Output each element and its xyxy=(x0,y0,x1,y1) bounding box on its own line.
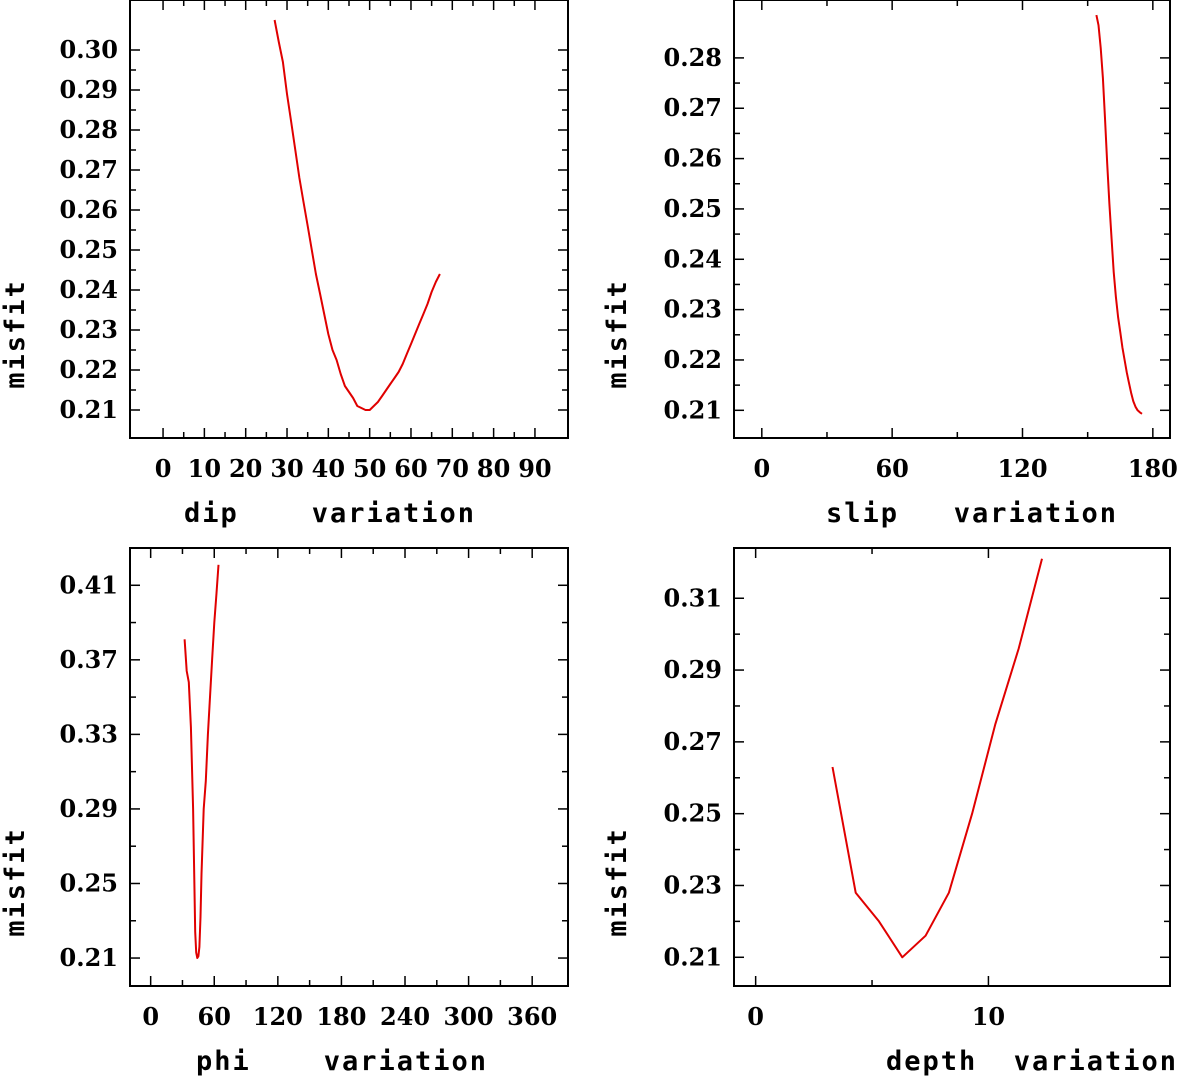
y-tick-label: 0.31 xyxy=(664,583,722,612)
x-tick-label: 10 xyxy=(972,1002,1005,1031)
y-tick-label: 0.25 xyxy=(664,194,722,223)
y-tick-label: 0.25 xyxy=(664,799,722,828)
y-tick-label: 0.24 xyxy=(60,275,118,304)
y-tick-label: 0.24 xyxy=(664,244,722,273)
x-tick-label: 70 xyxy=(436,454,469,483)
x-tick-label: 0 xyxy=(155,454,172,483)
y-axis-label: misfit xyxy=(602,279,633,389)
misfit-curve xyxy=(273,19,441,411)
y-tick-label: 0.22 xyxy=(60,355,118,384)
y-tick-label: 0.21 xyxy=(664,942,722,971)
x-tick-label: 60 xyxy=(875,454,908,483)
plot-frame xyxy=(733,547,1171,987)
y-tick-label: 0.29 xyxy=(60,794,118,823)
y-tick-label: 0.21 xyxy=(60,943,118,972)
x-tick-label: 10 xyxy=(188,454,221,483)
y-tick-label: 0.25 xyxy=(60,235,118,264)
y-tick-label: 0.27 xyxy=(664,93,722,122)
y-tick-label: 0.27 xyxy=(60,155,118,184)
y-tick-label: 0.26 xyxy=(60,195,118,224)
x-tick-label: 120 xyxy=(253,1002,303,1031)
y-tick-label: 0.33 xyxy=(60,719,118,748)
misfit-curve xyxy=(183,564,220,959)
x-tick-label: 0 xyxy=(142,1002,159,1031)
x-tick-label: 50 xyxy=(353,454,386,483)
y-axis-label: misfit xyxy=(602,827,633,937)
y-tick-label: 0.23 xyxy=(60,315,118,344)
chart-panel: 0 10 20 30 40 50 60 70 80 90 0.21 0.22 0.23 0.24 0.25 0… xyxy=(0,0,569,529)
chart-panel: 0 60 120 180 0.21 0.22 0.23 0.24 0.25 0.26 0.27 0.2… xyxy=(602,0,1178,529)
x-axis-label: slip variation xyxy=(826,498,1118,529)
chart-panel: 0 60 120 180 240 300 360 0.21 0.25 0.29 0.33 0.37 0.… xyxy=(0,547,569,1076)
y-tick-label: 0.27 xyxy=(664,727,722,756)
x-tick-label: 30 xyxy=(270,454,303,483)
x-tick-label: 0 xyxy=(753,454,770,483)
y-tick-label: 0.37 xyxy=(60,645,118,674)
plot-frame xyxy=(733,0,1171,439)
plot-frame xyxy=(129,0,569,439)
y-tick-label: 0.21 xyxy=(664,395,722,424)
x-tick-label: 60 xyxy=(198,1002,231,1031)
y-tick-label: 0.29 xyxy=(664,655,722,684)
x-tick-label: 300 xyxy=(444,1002,494,1031)
y-tick-label: 0.28 xyxy=(664,43,722,72)
misfit-curve xyxy=(831,558,1043,959)
y-tick-label: 0.28 xyxy=(60,115,118,144)
x-axis-label: dip variation xyxy=(184,498,476,529)
x-tick-label: 0 xyxy=(747,1002,764,1031)
chart-panel: 0 10 0.21 0.23 0.25 0.27 0.29 0.31 depth variati… xyxy=(602,547,1178,1076)
x-tick-label: 240 xyxy=(380,1002,430,1031)
misfit-curve xyxy=(1095,14,1143,415)
x-axis-label: phi variation xyxy=(196,1046,488,1076)
x-axis-label: depth variation xyxy=(886,1046,1178,1076)
x-tick-label: 180 xyxy=(316,1002,366,1031)
y-tick-label: 0.26 xyxy=(664,144,722,173)
y-tick-label: 0.30 xyxy=(60,35,118,64)
y-tick-label: 0.29 xyxy=(60,75,118,104)
y-axis-label: misfit xyxy=(0,827,31,937)
x-tick-label: 180 xyxy=(1128,454,1178,483)
x-tick-label: 20 xyxy=(229,454,262,483)
x-tick-label: 40 xyxy=(312,454,345,483)
y-tick-label: 0.21 xyxy=(60,395,118,424)
y-tick-label: 0.41 xyxy=(60,570,118,599)
x-tick-label: 90 xyxy=(518,454,551,483)
y-tick-label: 0.23 xyxy=(664,295,722,324)
x-tick-label: 80 xyxy=(477,454,510,483)
plot-frame xyxy=(129,547,569,987)
y-tick-label: 0.22 xyxy=(664,345,722,374)
x-tick-label: 120 xyxy=(997,454,1047,483)
y-axis-label: misfit xyxy=(0,279,31,389)
y-tick-label: 0.25 xyxy=(60,868,118,897)
x-tick-label: 360 xyxy=(507,1002,557,1031)
x-tick-label: 60 xyxy=(394,454,427,483)
y-tick-label: 0.23 xyxy=(664,870,722,899)
